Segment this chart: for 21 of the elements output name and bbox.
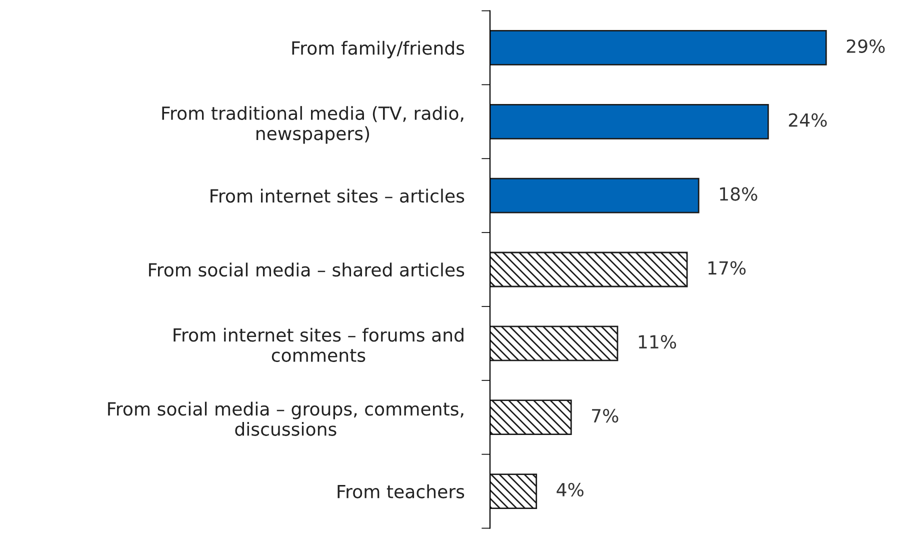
data-label: 17% [708, 261, 746, 275]
data-label: 29% [846, 39, 885, 53]
y-tick-label: From traditional media (TV, radio, newspapers) [162, 106, 464, 144]
y-tick-label: From social media – groups, comments, discussions [108, 402, 464, 436]
bar [490, 326, 618, 362]
data-label: 11% [638, 335, 676, 349]
data-label: 18% [720, 187, 758, 201]
y-tick-label: From internet sites – forums and comments [174, 328, 464, 362]
data-label: 24% [788, 113, 827, 127]
bar [490, 178, 700, 214]
y-tick-label: From social media – shared articles [149, 262, 464, 277]
bar [490, 104, 769, 140]
data-label: 4% [556, 482, 584, 496]
bar [490, 400, 572, 436]
bar [490, 474, 538, 509]
bar [490, 30, 827, 66]
y-tick-label: From family/friends [292, 40, 464, 58]
bar [490, 252, 688, 288]
y-tick-label: From teachers [338, 484, 464, 498]
data-label: 7% [592, 408, 618, 423]
y-tick-label: From internet sites – articles [210, 188, 464, 203]
